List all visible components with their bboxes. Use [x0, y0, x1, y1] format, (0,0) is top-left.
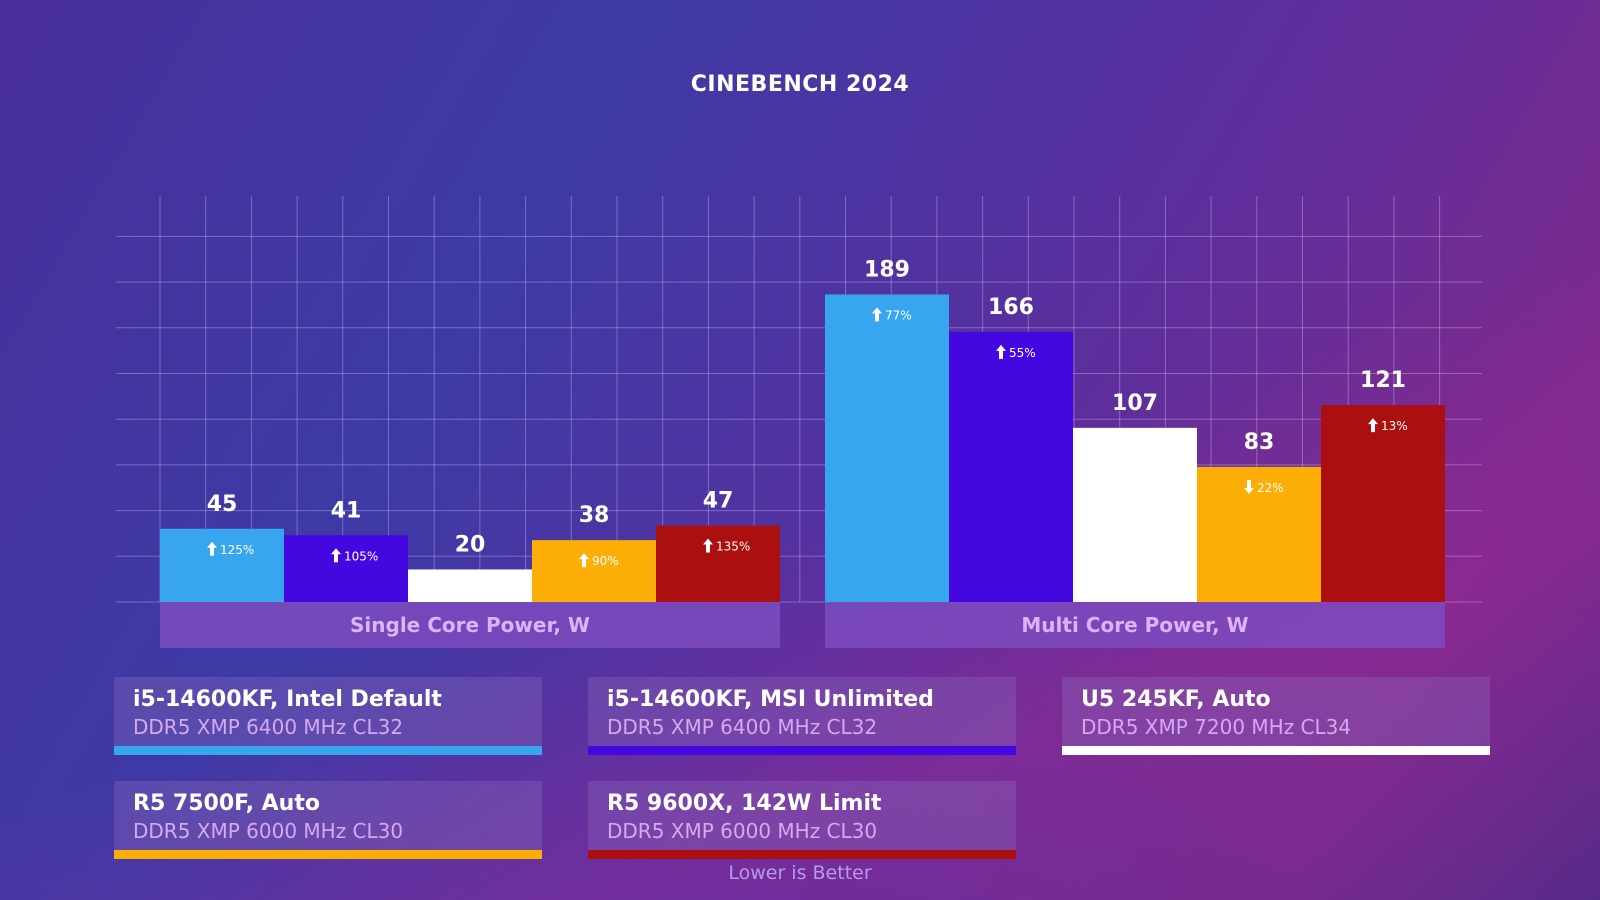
- bar: [532, 540, 656, 602]
- arrow-up-icon: [1368, 418, 1378, 433]
- bar-delta-label: 13%: [1381, 419, 1408, 433]
- bar: [284, 535, 408, 602]
- bar-value-label: 121: [1360, 368, 1406, 393]
- chart-title: CINEBENCH 2024: [690, 72, 910, 97]
- bar-value-label: 20: [455, 532, 486, 557]
- bar-delta-label: 22%: [1257, 481, 1284, 495]
- arrow-up-icon: [207, 541, 217, 556]
- category-label: Single Core Power, W: [350, 613, 590, 637]
- category-label: Multi Core Power, W: [1021, 613, 1248, 637]
- arrow-up-icon: [579, 553, 589, 568]
- bar-delta-label: 135%: [716, 540, 750, 554]
- legend-color-strip: [588, 850, 1016, 859]
- legend-name: U5 245KF, Auto: [1081, 687, 1271, 712]
- legend-color-strip: [1062, 746, 1490, 755]
- arrow-up-icon: [872, 307, 882, 322]
- bar-delta-label: 55%: [1009, 346, 1036, 360]
- bar: [1321, 405, 1445, 602]
- bar-delta-label: 125%: [220, 543, 254, 557]
- legend-item: R5 9600X, 142W Limit DDR5 XMP 6000 MHz C…: [588, 781, 1016, 859]
- legend-subtitle: DDR5 XMP 6400 MHz CL32: [133, 715, 404, 739]
- bar-value-label: 41: [331, 498, 362, 523]
- legend-subtitle: DDR5 XMP 6000 MHz CL30: [133, 819, 404, 843]
- bar: [949, 331, 1073, 602]
- legend-item: i5-14600KF, MSI Unlimited DDR5 XMP 6400 …: [588, 677, 1016, 755]
- arrow-up-icon: [996, 344, 1006, 359]
- bar: [825, 294, 949, 602]
- bar: [1197, 466, 1321, 602]
- legend-item: R5 7500F, Auto DDR5 XMP 6000 MHz CL30: [114, 781, 542, 859]
- legend-color-strip: [114, 850, 542, 859]
- legend-color-strip: [114, 746, 542, 755]
- legend-item: U5 245KF, Auto DDR5 XMP 7200 MHz CL34: [1062, 677, 1490, 755]
- bar-value-label: 83: [1244, 430, 1275, 455]
- bar: [408, 569, 532, 602]
- legend-color-strip: [588, 746, 1016, 755]
- bar-value-label: 45: [207, 492, 238, 517]
- legend-subtitle: DDR5 XMP 7200 MHz CL34: [1081, 715, 1352, 739]
- arrow-up-icon: [703, 538, 713, 553]
- bar-value-label: 107: [1112, 391, 1158, 416]
- bar: [160, 528, 284, 602]
- legend-subtitle: DDR5 XMP 6000 MHz CL30: [607, 819, 878, 843]
- legend-name: R5 9600X, 142W Limit: [607, 791, 882, 816]
- category-band: [825, 602, 1445, 648]
- bar: [656, 525, 780, 602]
- bar: [1073, 427, 1197, 602]
- bar-delta-label: 90%: [592, 554, 619, 568]
- bar-delta-label: 77%: [885, 308, 912, 322]
- bar-value-label: 166: [988, 295, 1034, 320]
- legend-subtitle: DDR5 XMP 6400 MHz CL32: [607, 715, 878, 739]
- arrow-down-icon: [1244, 479, 1254, 494]
- category-band: [160, 602, 780, 648]
- legend-name: i5-14600KF, MSI Unlimited: [607, 687, 934, 712]
- legend-name: R5 7500F, Auto: [133, 791, 320, 816]
- bar-delta-label: 105%: [344, 549, 378, 563]
- bar-value-label: 38: [579, 503, 610, 528]
- bar-value-label: 47: [703, 489, 734, 514]
- arrow-up-icon: [331, 548, 341, 563]
- bar-value-label: 189: [864, 257, 910, 282]
- legend-item: i5-14600KF, Intel Default DDR5 XMP 6400 …: [114, 677, 542, 755]
- footnote: Lower is Better: [728, 862, 872, 884]
- legend-name: i5-14600KF, Intel Default: [133, 687, 442, 712]
